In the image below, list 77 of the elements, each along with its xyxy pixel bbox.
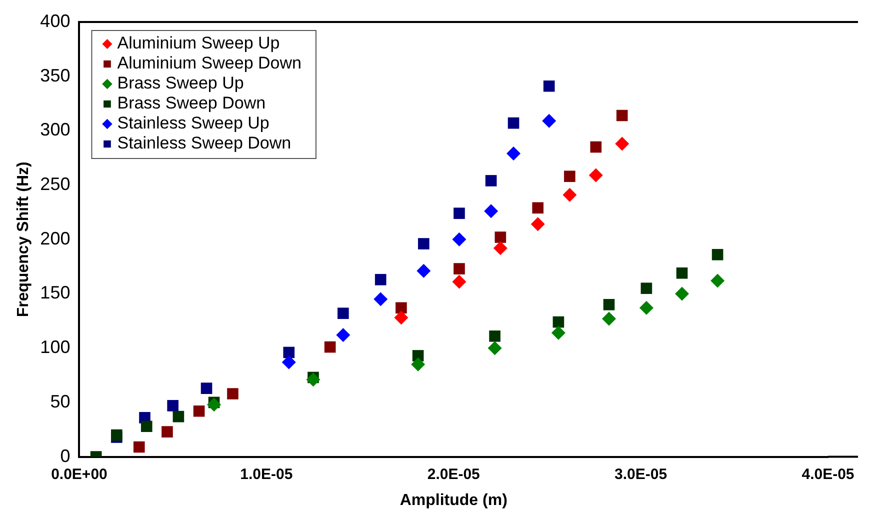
point [394, 310, 408, 325]
point [200, 382, 212, 394]
point [416, 264, 431, 278]
point [489, 330, 500, 342]
point [543, 80, 555, 92]
point [454, 263, 465, 274]
point [207, 398, 222, 412]
point [674, 286, 689, 301]
y-tick-label: 100 [40, 337, 70, 358]
point [494, 232, 506, 243]
point [602, 312, 616, 326]
point [588, 168, 603, 182]
y-tick-label: 150 [40, 282, 70, 303]
x-tick-label: 1.0E-05 [240, 466, 293, 483]
point [306, 372, 320, 387]
point [396, 302, 407, 314]
point [140, 420, 152, 432]
point [336, 328, 350, 342]
point [338, 308, 349, 319]
legend-label: Brass Sweep Up [117, 74, 244, 93]
point [542, 114, 556, 128]
point [283, 346, 295, 358]
point [167, 400, 178, 412]
y-axis-title: Frequency Shift (Hz) [15, 162, 32, 318]
point [639, 300, 654, 315]
point [676, 267, 688, 279]
point [172, 410, 184, 422]
point [615, 136, 630, 151]
point [506, 146, 521, 161]
point [418, 238, 430, 250]
point [508, 117, 520, 129]
y-tick-label: 350 [40, 65, 70, 86]
legend-label: Aluminium Sweep Up [117, 34, 280, 53]
legend-label: Stainless Sweep Up [117, 114, 270, 133]
point [530, 217, 545, 232]
legend-label: Aluminium Sweep Down [117, 54, 302, 73]
y-tick-label: 50 [50, 391, 70, 412]
point [324, 341, 336, 353]
point [551, 326, 566, 340]
x-tick-label: 2.0E-05 [427, 466, 480, 483]
point [488, 341, 502, 356]
point [493, 241, 508, 256]
y-tick-label: 250 [40, 174, 70, 194]
point [590, 141, 602, 153]
point [452, 232, 466, 246]
y-tick-label: 200 [40, 228, 70, 248]
point [552, 316, 564, 328]
point [712, 248, 724, 260]
x-tick-label: 3.0E-05 [614, 466, 668, 483]
point [133, 441, 145, 453]
point [374, 292, 388, 306]
point [227, 388, 238, 400]
y-tick-label: 0 [60, 446, 70, 466]
point [484, 204, 498, 218]
point [282, 355, 296, 370]
y-tick-label: 400 [40, 10, 70, 31]
point [616, 110, 628, 122]
x-tick-label: 4.0E-05 [802, 466, 854, 483]
x-axis-title: Amplitude (m) [400, 492, 508, 509]
point [603, 298, 615, 310]
point [411, 357, 426, 372]
point [162, 426, 173, 438]
point [532, 202, 544, 214]
point [111, 429, 122, 441]
point [452, 274, 466, 289]
point [640, 282, 652, 294]
x-tick-label: 0.0E+00 [51, 466, 108, 483]
point [374, 274, 386, 286]
point [193, 405, 205, 417]
point [562, 188, 577, 202]
point [710, 274, 725, 288]
legend-label: Brass Sweep Down [117, 94, 266, 113]
point [454, 208, 465, 219]
point [485, 175, 497, 186]
legend-label: Stainless Sweep Down [117, 134, 292, 153]
point [564, 170, 576, 182]
y-tick-label: 300 [40, 120, 70, 140]
